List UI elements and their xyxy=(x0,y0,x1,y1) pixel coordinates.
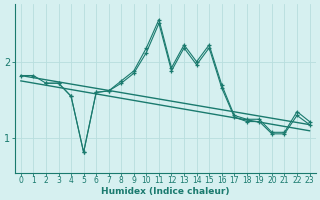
X-axis label: Humidex (Indice chaleur): Humidex (Indice chaleur) xyxy=(101,187,229,196)
